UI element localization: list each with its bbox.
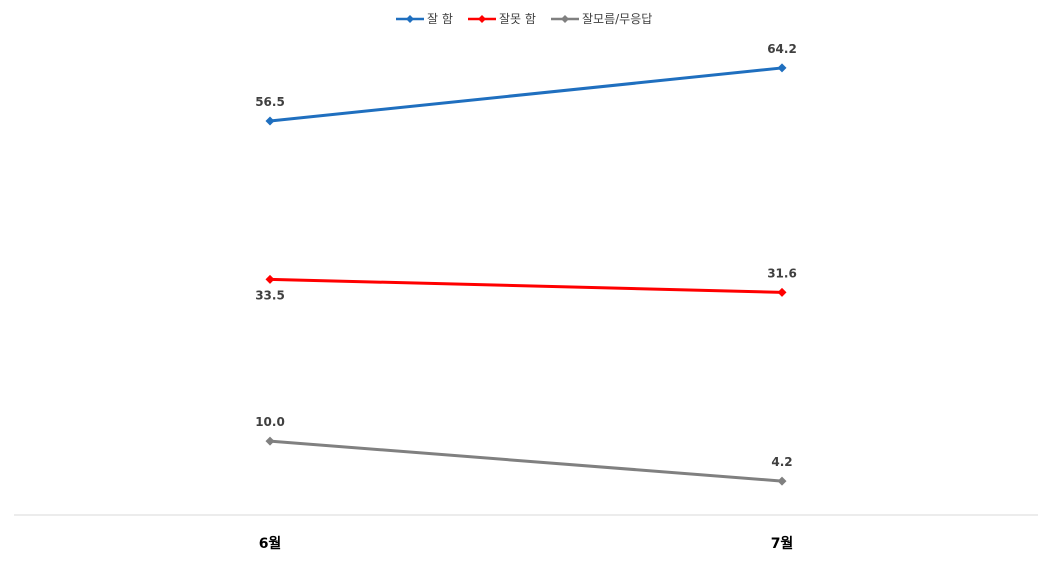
data-label-series-3-1: 10.0 (255, 415, 285, 429)
legend-label-series-1: 잘 함 (427, 12, 453, 26)
marker-series-1-2 (777, 63, 787, 73)
data-label-series-2-2: 31.6 (767, 266, 797, 280)
marker-series-3-2 (777, 476, 787, 486)
data-label-series-3-2: 4.2 (771, 455, 792, 469)
line-series-1 (269, 66, 783, 123)
legend-label-series-2: 잘못 함 (499, 12, 536, 26)
marker-series-2-1 (265, 274, 275, 284)
marker-series-2-2 (777, 287, 787, 297)
data-labels: 56.5 64.2 33.5 31.6 10.0 4.2 (255, 42, 797, 469)
series-markers (265, 63, 787, 486)
legend-marker-series-3 (561, 15, 569, 23)
marker-series-1-1 (265, 116, 275, 126)
data-label-series-1-1: 56.5 (255, 95, 285, 109)
x-tick-label-2: 7월 (771, 535, 794, 552)
x-axis-ticks: 6월 7월 (259, 535, 794, 552)
legend: 잘 함 잘못 함 잘모름/무응답 (396, 12, 652, 26)
legend-marker-series-2 (478, 15, 486, 23)
legend-label-series-3: 잘모름/무응답 (582, 12, 652, 26)
line-series-3 (269, 439, 783, 483)
marker-series-3-1 (265, 436, 275, 446)
series-lines (269, 66, 783, 483)
data-label-series-1-2: 64.2 (767, 42, 797, 56)
data-label-series-2-1: 33.5 (255, 288, 285, 302)
line-series-2 (269, 277, 783, 294)
legend-marker-series-1 (406, 15, 414, 23)
x-tick-label-1: 6월 (259, 535, 282, 552)
